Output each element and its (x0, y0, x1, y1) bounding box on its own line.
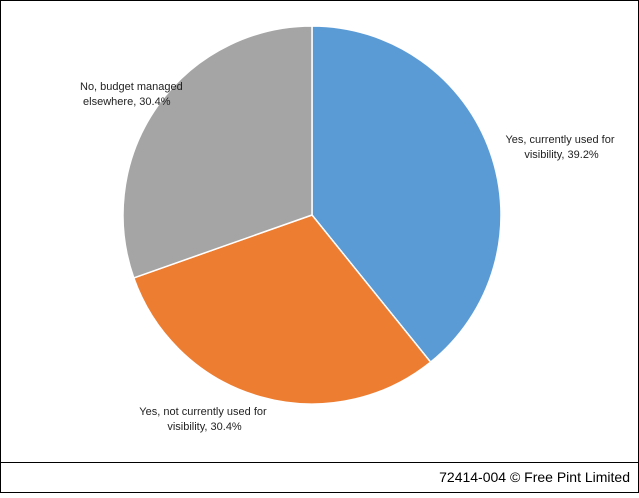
footer-text: 72414-004 © Free Pint Limited (439, 469, 630, 485)
label-line: visibility, 39.2% (521, 149, 599, 161)
pie-slice (132, 214, 432, 405)
pie-slice (311, 25, 502, 364)
pie (122, 25, 502, 405)
label-line: elsewhere, 30.4% (80, 96, 171, 108)
data-label: Yes, not currently used for visibility, … (139, 406, 267, 433)
data-label: No, budget managed elsewhere, 30.4% (80, 81, 183, 108)
label-line: Yes, not currently used for (139, 406, 267, 418)
pie-slice (122, 25, 313, 279)
label-line: No, budget managed (80, 81, 183, 93)
label-line: Yes, currently used for (505, 134, 614, 146)
label-line: visibility, 30.4% (164, 421, 242, 433)
data-label: Yes, currently used for visibility, 39.2… (505, 134, 614, 161)
